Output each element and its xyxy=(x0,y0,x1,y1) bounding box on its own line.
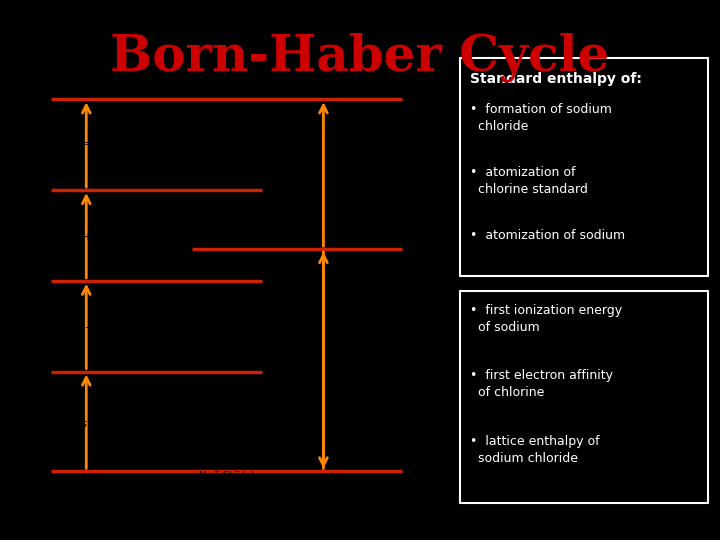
FancyBboxPatch shape xyxy=(460,58,708,276)
Text: $\Delta H_e[Cl] = -349\ kJ\ mol^{-1}$: $\Delta H_e[Cl] = -349\ kJ\ mol^{-1}$ xyxy=(200,159,324,176)
Text: $\Delta H_{lat}[Na^+Cl^-(s)] = ?$: $\Delta H_{lat}[Na^+Cl^-(s)] = ?$ xyxy=(200,355,304,370)
Text: •  first ionization energy
  of sodium: • first ionization energy of sodium xyxy=(470,303,622,334)
Text: •  first electron affinity
  of chlorine: • first electron affinity of chlorine xyxy=(470,369,613,399)
Text: Na$^+$Cl$^-$(s): Na$^+$Cl$^-$(s) xyxy=(198,469,256,483)
Text: Na(s) + $\frac{1}{2}$Cl$_2$(g): Na(s) + $\frac{1}{2}$Cl$_2$(g) xyxy=(112,346,192,364)
Text: •  lattice enthalpy of
  sodium chloride: • lattice enthalpy of sodium chloride xyxy=(470,435,600,465)
Text: $\Delta H_{at}[\frac{1}{2}Cl_2(g)] = +122\ kJ\ mol^{-1}$: $\Delta H_{at}[\frac{1}{2}Cl_2(g)] = +12… xyxy=(16,136,166,154)
Text: Born-Haber Cycle: Born-Haber Cycle xyxy=(110,32,610,82)
Text: Na$^+$(g) + e$^-$ + $\frac{1}{2}$Cl$_2$(g): Na$^+$(g) + e$^-$ + $\frac{1}{2}$Cl$_2$(… xyxy=(91,165,212,183)
Text: •  atomization of sodium: • atomization of sodium xyxy=(470,229,625,242)
Text: Na$^+$(g) + e$^-$ + Cl(g): Na$^+$(g) + e$^-$ + Cl(g) xyxy=(171,73,282,88)
Text: Na$^+$(g) + Cl$^-$(g): Na$^+$(g) + Cl$^-$(g) xyxy=(248,227,337,242)
Text: •  atomization of
  chlorine standard: • atomization of chlorine standard xyxy=(470,166,588,196)
Text: •  formation of sodium
  chloride: • formation of sodium chloride xyxy=(470,103,612,133)
FancyBboxPatch shape xyxy=(460,291,708,503)
Text: $\Delta H_{at}[Na(s)] = +107\ kJ\ mol^{-1}$: $\Delta H_{at}[Na(s)] = +107\ kJ\ mol^{-… xyxy=(16,321,158,336)
Text: $\Delta H_f[Na^+Cl^-(s)] = -411\ kJ\ mol^{-1}$: $\Delta H_f[Na^+Cl^-(s)] = -411\ kJ\ mol… xyxy=(16,416,182,431)
Text: $\Delta H_{i_1}[Na(g)] = +496\ kJ\ mol^{-1}$: $\Delta H_{i_1}[Na(g)] = +496\ kJ\ mol^{… xyxy=(16,230,158,246)
Text: Na(g) + $\frac{1}{2}$Cl$_2$(g): Na(g) + $\frac{1}{2}$Cl$_2$(g) xyxy=(112,255,192,274)
Text: Standard enthalpy of:: Standard enthalpy of: xyxy=(470,72,642,86)
